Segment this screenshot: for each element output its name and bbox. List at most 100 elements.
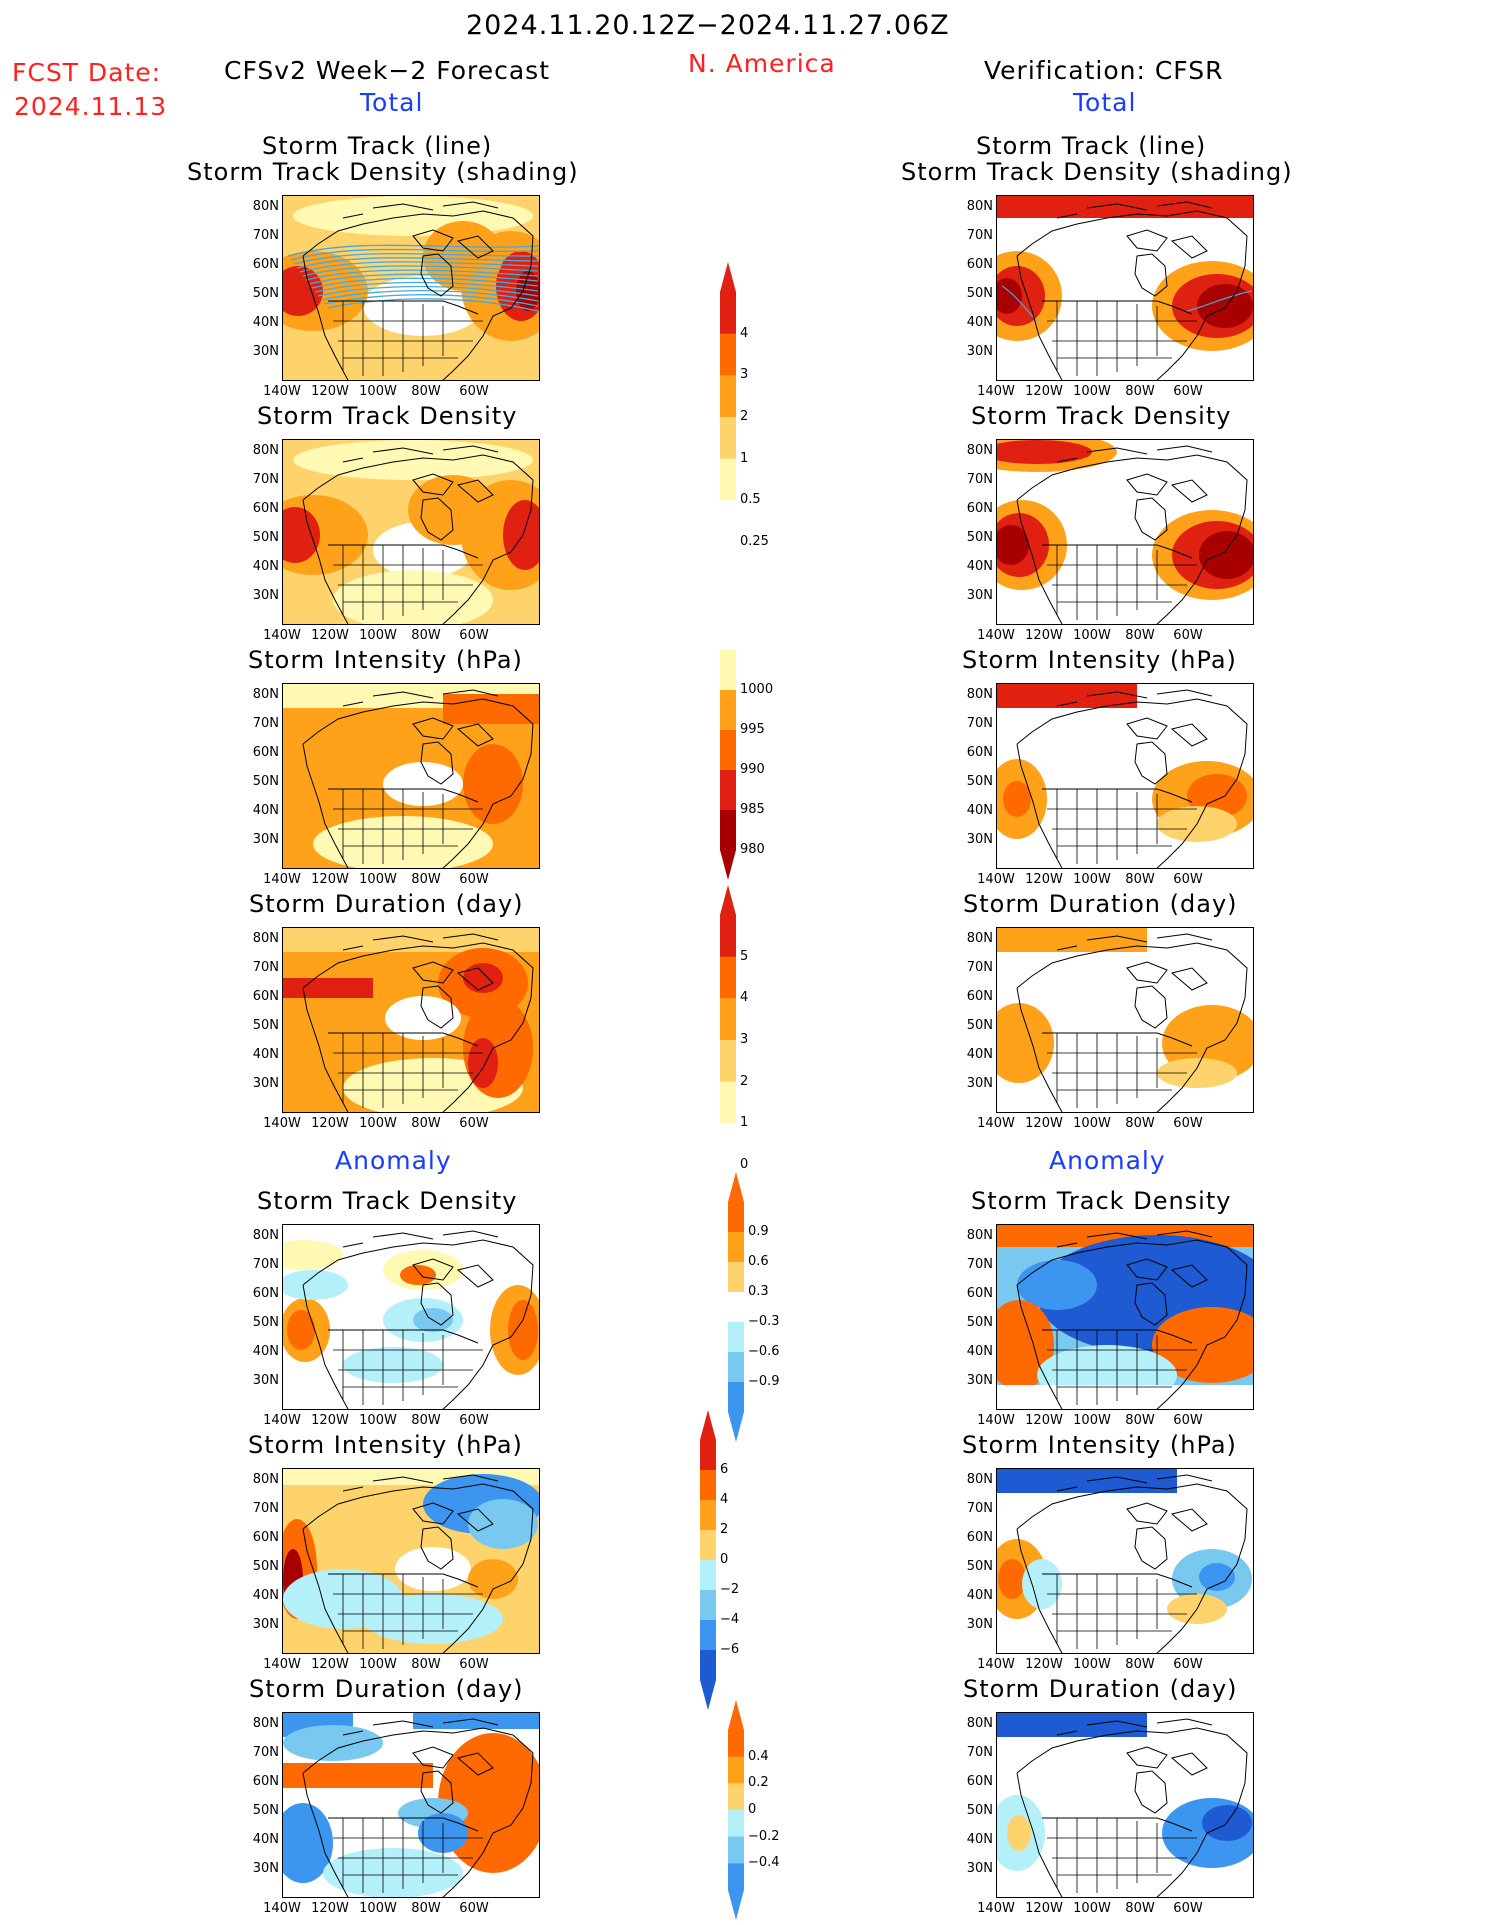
lat-tick-label: 80N [966, 931, 993, 946]
colorbar-tick-label: 0.3 [748, 1284, 769, 1299]
lat-tick-label: 80N [252, 1716, 279, 1731]
lon-tick-label: 80W [1125, 1657, 1155, 1672]
lon-tick-label: 80W [1125, 872, 1155, 887]
lon-tick-label: 120W [1025, 1901, 1063, 1916]
lon-tick-label: 100W [1073, 628, 1111, 643]
lat-tick-label: 60N [252, 501, 279, 516]
lon-tick-label: 80W [411, 628, 441, 643]
lon-tick-label: 60W [1173, 1116, 1203, 1131]
date-range-title: 2024.11.20.12Z−2024.11.27.06Z [466, 10, 950, 41]
lat-tick-label: 80N [966, 1472, 993, 1487]
lon-tick-label: 100W [359, 628, 397, 643]
lon-tick-label: 120W [311, 1413, 349, 1428]
lat-tick-label: 40N [252, 1588, 279, 1603]
lat-tick-label: 60N [966, 1530, 993, 1545]
lat-tick-label: 40N [252, 1047, 279, 1062]
title-density-left: Storm Track Density [257, 402, 518, 430]
map-shading [997, 440, 1253, 624]
map-panel-density-forecast: 80N 70N 60N 50N 40N 30N 140W 120W 100W 80W 60W [253, 439, 540, 643]
colorbar-density-total: 4 3 2 1 0.5 0.25 [718, 262, 788, 549]
lat-tick-label: 80N [252, 443, 279, 458]
lon-tick-label: 120W [311, 872, 349, 887]
colorbar-tick-label: 2 [740, 409, 749, 424]
colorbar-tick-label: −0.2 [748, 1828, 780, 1844]
lat-tick-label: 50N [966, 774, 993, 789]
lat-tick-label: 60N [252, 989, 279, 1004]
lat-tick-label: 60N [966, 501, 993, 516]
colorbar-tick-label: 0.25 [740, 534, 769, 549]
lat-tick-label: 70N [252, 228, 279, 243]
lat-tick-label: 50N [252, 286, 279, 301]
lat-tick-label: 50N [252, 1559, 279, 1574]
colorbar-tick-label: 4 [740, 990, 749, 1006]
map-shading [283, 1225, 539, 1409]
lat-tick-label: 70N [966, 1745, 993, 1760]
title-duration-anom-right: Storm Duration (day) [963, 1675, 1238, 1703]
lon-tick-label: 100W [359, 1413, 397, 1428]
lat-tick-label: 80N [966, 199, 993, 214]
colorbar-tick-label: 3 [740, 367, 749, 383]
lon-tick-label: 100W [359, 384, 397, 399]
lat-tick-label: 40N [252, 1832, 279, 1847]
lon-tick-label: 80W [411, 384, 441, 399]
lon-tick-label: 60W [1173, 872, 1203, 887]
lon-tick-label: 140W [977, 872, 1015, 887]
lon-tick-label: 80W [411, 872, 441, 887]
map-plot [996, 195, 1254, 381]
map-plot [996, 1712, 1254, 1898]
lon-tick-label: 60W [1173, 1901, 1203, 1916]
lat-tick-label: 30N [252, 344, 279, 359]
total-label-right: Total [1073, 88, 1137, 117]
lat-tick-label: 70N [252, 1257, 279, 1272]
map-panel-intensity-anom-forecast: 80N 70N 60N 50N 40N 30N 140W 120W 100W 80W 60W [253, 1468, 540, 1672]
lon-tick-label: 60W [1173, 628, 1203, 643]
colorbar-tick-label: 980 [740, 842, 765, 857]
colorbar-tick-label: 995 [740, 722, 765, 737]
lat-tick-label: 40N [966, 1588, 993, 1603]
lon-tick-label: 120W [1025, 1116, 1063, 1131]
map-panel-intensity-anom-verification: 80N 70N 60N 50N 40N 30N 140W 120W 100W 80W 60W [967, 1468, 1254, 1672]
map-panel-track-forecast: 80N 70N 60N 50N 40N 30N 140W 120W 100W 80W 60W [253, 195, 540, 399]
lon-tick-label: 120W [1025, 1413, 1063, 1428]
lat-tick-label: 30N [966, 1861, 993, 1876]
map-shading [283, 1469, 539, 1653]
total-label-left: Total [360, 88, 424, 117]
lat-tick-label: 50N [252, 530, 279, 545]
lat-tick-label: 70N [252, 960, 279, 975]
lat-tick-label: 40N [252, 803, 279, 818]
title-intensity-right: Storm Intensity (hPa) [962, 646, 1237, 674]
lat-tick-label: 70N [252, 1745, 279, 1760]
colorbar-tick-label: 0.4 [748, 1748, 769, 1764]
lon-tick-label: 100W [359, 1116, 397, 1131]
lat-tick-label: 30N [252, 1861, 279, 1876]
anomaly-label-left: Anomaly [335, 1146, 452, 1175]
map-plot [282, 927, 540, 1113]
lon-tick-label: 120W [311, 1116, 349, 1131]
colorbar-tick-label: 2 [720, 1522, 729, 1537]
lat-tick-label: 40N [252, 1344, 279, 1359]
map-shading [283, 196, 539, 380]
title-density-anom-right: Storm Track Density [971, 1187, 1232, 1215]
lon-tick-label: 120W [311, 1901, 349, 1916]
lat-tick-label: 60N [252, 257, 279, 272]
map-panel-intensity-forecast: 80N 70N 60N 50N 40N 30N 140W 120W 100W 80W 60W [253, 683, 540, 887]
lon-tick-label: 80W [411, 1657, 441, 1672]
title-intensity-left: Storm Intensity (hPa) [248, 646, 523, 674]
title-duration-left: Storm Duration (day) [249, 890, 524, 918]
colorbar-tick-label: 0.2 [748, 1775, 769, 1791]
lon-tick-label: 80W [1125, 1413, 1155, 1428]
lat-tick-label: 50N [252, 1018, 279, 1033]
map-panel-density-anom-forecast: 80N 70N 60N 50N 40N 30N 140W 120W 100W 80W 60W [253, 1224, 540, 1428]
title-density-right: Storm Track Density [971, 402, 1232, 430]
title-duration-anom-left: Storm Duration (day) [249, 1675, 524, 1703]
map-shading [997, 1225, 1253, 1409]
lat-tick-label: 70N [252, 1501, 279, 1516]
map-panel-density-anom-verification: 80N 70N 60N 50N 40N 30N 140W 120W 100W 80W 60W [967, 1224, 1254, 1428]
lon-tick-label: 140W [263, 1901, 301, 1916]
colorbar-tick-label: 0.6 [748, 1254, 769, 1269]
lat-tick-label: 50N [966, 530, 993, 545]
lon-tick-label: 100W [359, 872, 397, 887]
colorbar-tick-label: −4 [720, 1612, 740, 1627]
lon-tick-label: 80W [411, 1116, 441, 1131]
lat-tick-label: 30N [252, 832, 279, 847]
